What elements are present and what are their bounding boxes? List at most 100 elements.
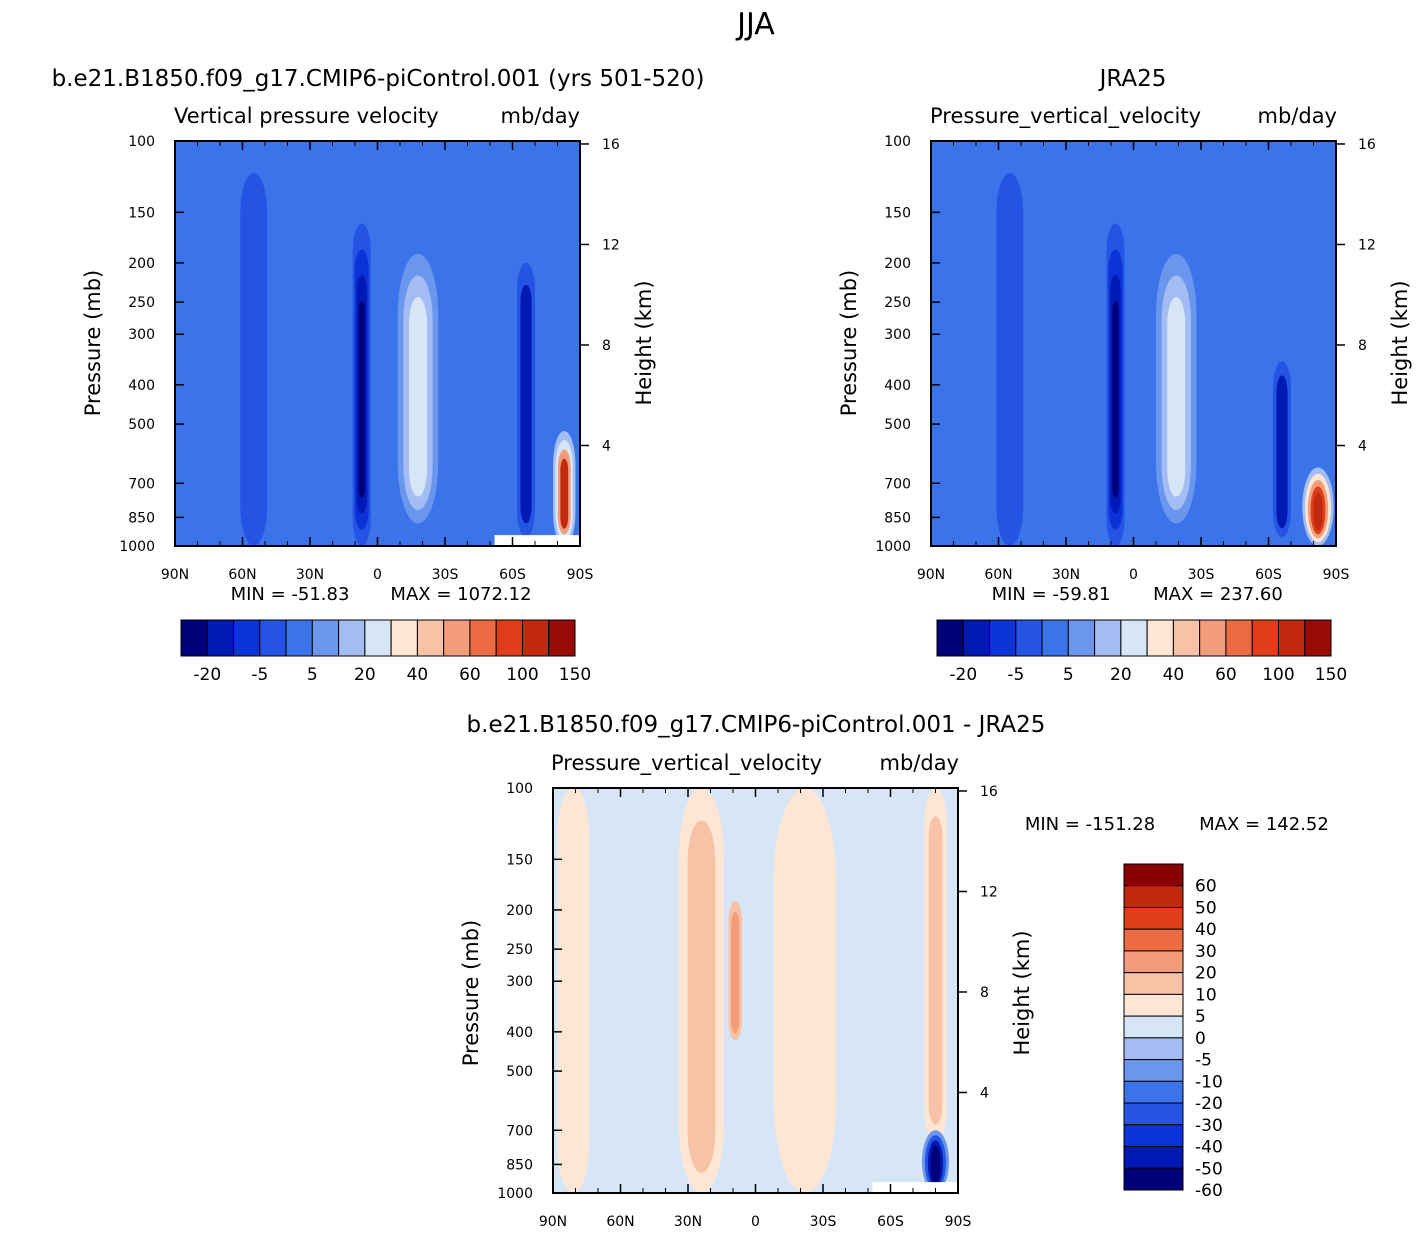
colorbar-label: -50	[1195, 1159, 1223, 1179]
colorbar-box	[1123, 972, 1184, 995]
y-tick-label: 700	[128, 476, 155, 492]
colorbar-box	[1123, 1015, 1184, 1039]
x-tick-label: 90N	[539, 1214, 567, 1230]
x-tick-label: 60S	[877, 1214, 904, 1230]
panel-diff-title: b.e21.B1850.f09_g17.CMIP6-piControl.001 …	[467, 712, 1046, 738]
colorbar-box	[1123, 1124, 1184, 1148]
field-contour-tropical-ascent-core	[1112, 301, 1119, 498]
colorbar-box	[1094, 619, 1122, 657]
y-tick-label: 1000	[119, 539, 155, 555]
field-contour-southern-midlatitude-ascent	[1276, 375, 1288, 529]
field-contour-northern-weak-ascent	[240, 173, 268, 546]
x-tick-label: 60N	[984, 567, 1012, 583]
y-tick-label: 700	[506, 1123, 533, 1139]
colorbar-box	[1123, 1146, 1184, 1169]
colorbar-box	[285, 619, 313, 657]
y-tick-label: 250	[884, 295, 911, 311]
field-missing-mask	[494, 535, 580, 546]
colorbar-box	[390, 619, 418, 657]
colorbar-box	[338, 619, 366, 657]
colorbar-label: 20	[354, 665, 376, 685]
y-tick-label: 200	[128, 256, 155, 272]
colorbar-label: 60	[1215, 665, 1237, 685]
colorbar-box	[416, 619, 445, 657]
y-tick-label: 150	[884, 205, 911, 221]
colorbar-label: 0	[1195, 1029, 1206, 1049]
y-right-tick-label: 8	[980, 985, 989, 1001]
x-tick-label: 30N	[674, 1214, 702, 1230]
figure-title: JJA	[735, 7, 775, 42]
panel-diff-subtitle-right: mb/day	[880, 751, 960, 775]
panel-obs-ylabel: Pressure (mb)	[837, 270, 861, 417]
x-tick-label: 60S	[499, 567, 526, 583]
panel-diff-max: MAX = 142.52	[1199, 814, 1329, 835]
field-contour-southern-midlatitude-ascent	[520, 284, 532, 524]
colorbar-box	[495, 619, 523, 657]
panel-obs-axes: 90N 60N 30N 0 30S 60S 90S 100 150 200 250 300 400 500…	[875, 134, 1376, 583]
panel-obs: JRA25 Pressure_vertical_velocity mb/day …	[837, 66, 1412, 685]
colorbar-box	[962, 619, 991, 657]
colorbar-box	[1120, 619, 1148, 657]
y-right-tick-label: 12	[602, 237, 620, 253]
y-tick-label: 700	[884, 476, 911, 492]
panel-diff-subtitle-left: Pressure_vertical_velocity	[551, 751, 822, 776]
x-tick-label: 30S	[432, 567, 459, 583]
colorbar-label: 100	[1262, 665, 1294, 685]
colorbar-label: 40	[1163, 665, 1185, 685]
field-contour-northern-weak-ascent	[996, 173, 1024, 546]
colorbar-label: 60	[459, 665, 481, 685]
x-tick-label: 0	[373, 567, 382, 583]
x-tick-label: 90S	[567, 567, 594, 583]
colorbar-box	[1123, 1037, 1184, 1061]
colorbar-box	[1123, 1059, 1184, 1082]
colorbar-box	[548, 619, 576, 657]
panel-model-title: b.e21.B1850.f09_g17.CMIP6-piControl.001 …	[52, 66, 705, 92]
colorbar-label: 60	[1195, 877, 1217, 897]
colorbar-label: -60	[1195, 1181, 1223, 1201]
panel-diff-ylabel-right: Height (km)	[1010, 930, 1034, 1055]
panel-diff-min: MIN = -151.28	[1025, 814, 1155, 835]
colorbar-label: 5	[1195, 1007, 1206, 1027]
panel-diff-ylabel: Pressure (mb)	[459, 920, 483, 1067]
colorbar-label: 150	[559, 665, 591, 685]
y-tick-label: 500	[506, 1064, 533, 1080]
y-tick-label: 100	[506, 781, 533, 797]
y-tick-label: 850	[884, 510, 911, 526]
colorbar-label: -5	[1195, 1051, 1212, 1071]
colorbar-box	[1123, 1167, 1184, 1191]
y-tick-label: 500	[128, 417, 155, 433]
field-background	[553, 788, 958, 1193]
colorbar-box	[1123, 863, 1184, 887]
colorbar-label: 5	[307, 665, 318, 685]
x-tick-label: 60N	[228, 567, 256, 583]
field-contour-positive-band-30n	[687, 820, 716, 1173]
panel-model-ylabel-right: Height (km)	[632, 280, 656, 405]
y-tick-label: 500	[884, 417, 911, 433]
colorbar-box	[1277, 619, 1306, 657]
y-tick-label: 300	[506, 974, 533, 990]
panel-obs-field	[931, 141, 1336, 547]
y-right-tick-label: 4	[1358, 438, 1367, 454]
colorbar-box	[180, 619, 208, 657]
y-tick-label: 100	[884, 134, 911, 150]
colorbar-box	[364, 619, 392, 657]
colorbar-label: -10	[1195, 1072, 1223, 1092]
y-tick-label: 250	[506, 942, 533, 958]
field-contour-positive-band-north	[557, 788, 589, 1193]
colorbar-label: -20	[949, 665, 977, 685]
panel-diff-axes: 90N 60N 30N 0 30S 60S 90S 100 150 200 250 300 400 500…	[497, 781, 998, 1230]
x-tick-label: 60S	[1255, 567, 1282, 583]
x-tick-label: 30N	[1052, 567, 1080, 583]
colorbar-box	[1123, 950, 1184, 974]
y-right-tick-label: 12	[980, 884, 998, 900]
x-tick-label: 90S	[945, 1214, 972, 1230]
y-tick-label: 1000	[497, 1186, 533, 1202]
colorbar-label: 5	[1063, 665, 1074, 685]
colorbar-box	[259, 619, 287, 657]
field-contour-subtropical-descent-lobe	[1167, 297, 1186, 497]
y-right-tick-label: 12	[1358, 237, 1376, 253]
y-tick-label: 300	[128, 327, 155, 343]
panel-obs-min: MIN = -59.81	[992, 584, 1111, 605]
y-tick-label: 400	[506, 1025, 533, 1041]
